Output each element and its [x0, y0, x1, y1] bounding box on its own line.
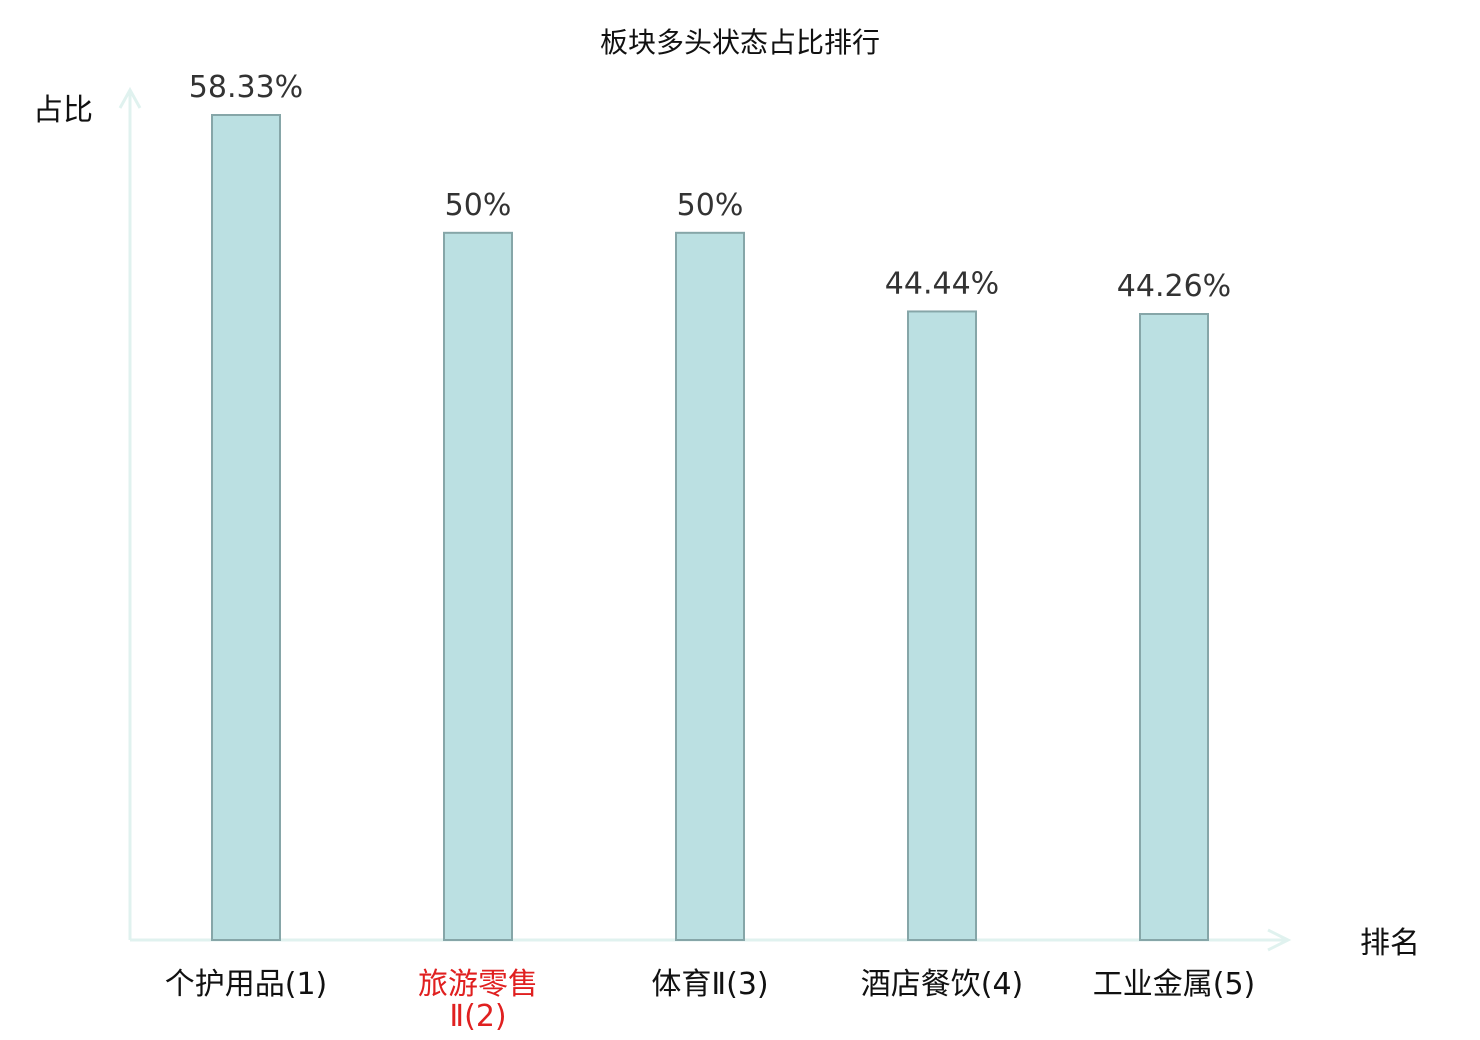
- value-label-4: 44.44%: [885, 266, 999, 301]
- y-axis-arrow: [118, 86, 142, 109]
- value-label-5: 44.26%: [1117, 269, 1231, 304]
- value-label-2: 50%: [445, 188, 512, 223]
- bar-1: [211, 114, 281, 941]
- category-label-3: 体育Ⅱ(3): [651, 967, 768, 1002]
- bars-group: [211, 114, 1209, 942]
- bar-5: [1139, 313, 1209, 942]
- category-label-5: 工业金属(5): [1093, 967, 1256, 1002]
- category-label-4: 酒店餐饮(4): [861, 967, 1024, 1002]
- bar-4: [907, 310, 977, 941]
- y-axis-label: 占比: [33, 93, 93, 128]
- x-axis-label: 排名: [1360, 926, 1420, 961]
- value-labels-group: 58.33% 50% 50% 44.44% 44.26%: [189, 70, 1231, 304]
- value-label-1: 58.33%: [189, 70, 303, 105]
- bar-3: [675, 231, 745, 942]
- bar-2: [443, 231, 513, 942]
- category-label-2-line-2: Ⅱ(2): [449, 999, 506, 1034]
- x-axis-arrow: [1267, 928, 1292, 952]
- category-label-2-line-1: 旅游零售: [418, 967, 538, 1002]
- value-label-3: 50%: [677, 188, 744, 223]
- chart-title: 板块多头状态占比排行: [600, 26, 880, 59]
- category-label-1: 个护用品(1): [165, 967, 328, 1002]
